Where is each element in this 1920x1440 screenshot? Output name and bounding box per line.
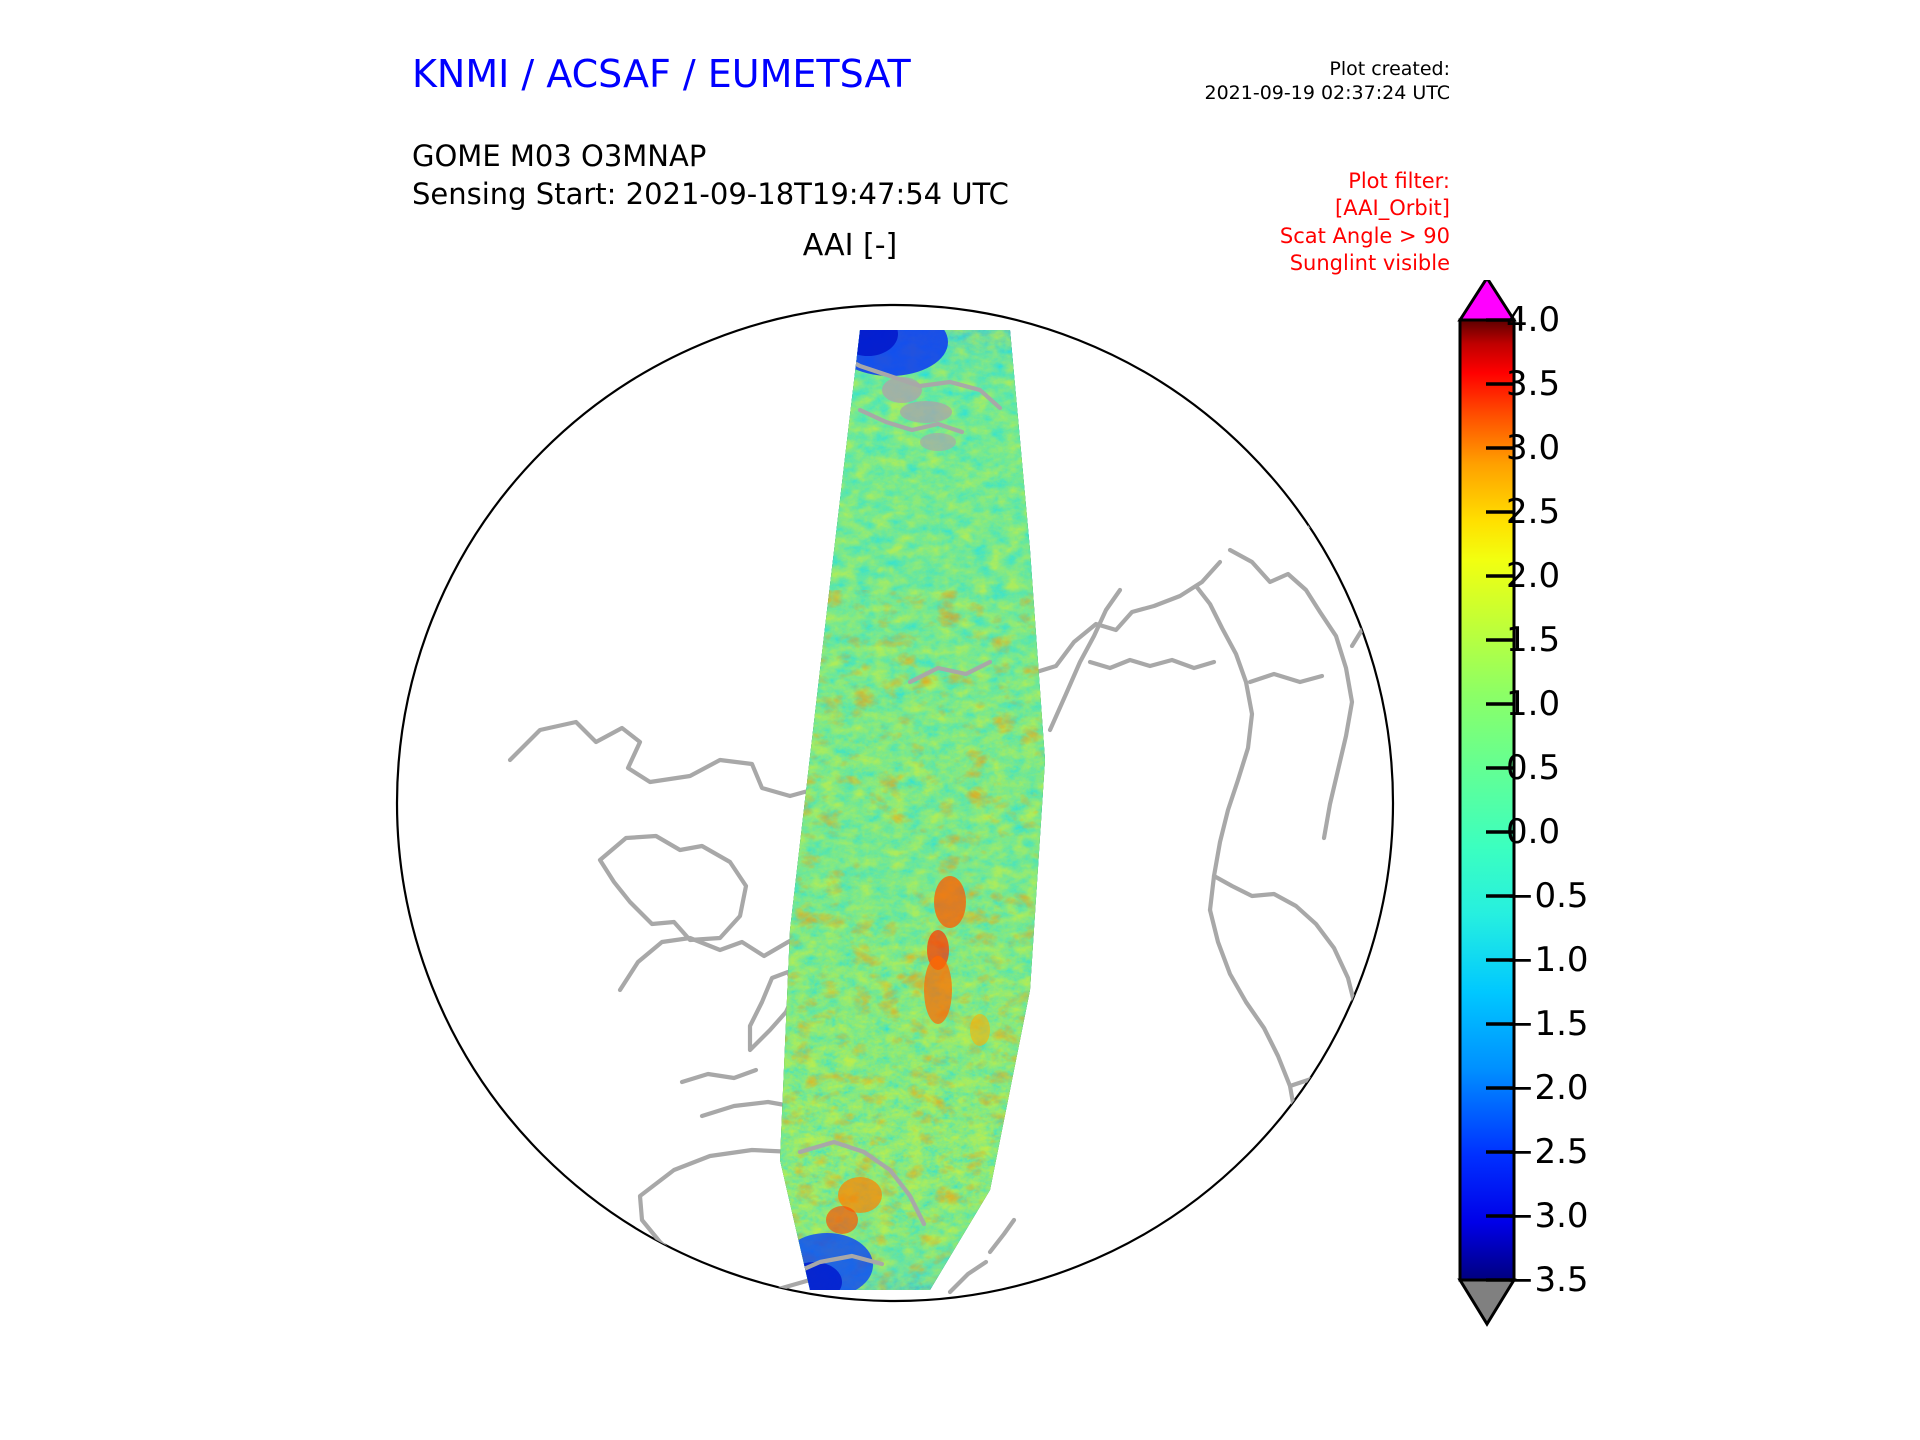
colorbar-tick-label: 2.5 bbox=[1506, 492, 1561, 532]
sensing-start-title: Sensing Start: 2021-09-18T19:47:54 UTC bbox=[412, 176, 1009, 211]
colorbar-tick-label: −2.5 bbox=[1506, 1132, 1589, 1172]
colorbar-tick-label: 3.5 bbox=[1506, 364, 1561, 404]
plot-created-block: Plot created: 2021-09-19 02:37:24 UTC bbox=[1160, 58, 1451, 106]
quantity-title: AAI [-] bbox=[802, 228, 898, 263]
plot-created-label: Plot created: bbox=[1329, 58, 1450, 80]
colorbar-tick-label: −2.0 bbox=[1506, 1068, 1589, 1108]
colorbar-tick-label: −1.5 bbox=[1506, 1004, 1589, 1044]
colorbar-graphic bbox=[1457, 280, 1517, 1327]
plot-filter-label: Plot filter: bbox=[1348, 169, 1450, 193]
colorbar: 4.0 3.5 3.0 2.5 2.0 1.5 1.0 0.5 0.0 −0.5 −1.0 −1.5 −… bbox=[1430, 280, 1830, 1340]
colorbar-tick-label: 3.0 bbox=[1506, 428, 1561, 468]
colorbar-ticks bbox=[1486, 318, 1514, 1282]
colorbar-tick-label: −0.5 bbox=[1506, 876, 1589, 916]
plot-created-timestamp: 2021-09-19 02:37:24 UTC bbox=[1204, 81, 1451, 104]
colorbar-tick-label: −3.5 bbox=[1506, 1260, 1589, 1300]
plot-filter-scat-angle: Scat Angle > 90 bbox=[1279, 223, 1450, 248]
figure-title-block: GOME M03 O3MNAP Sensing Start: 2021-09-1… bbox=[412, 138, 1009, 214]
colorbar-tick-label: 1.0 bbox=[1506, 684, 1561, 724]
plot-filter-sunglint: Sunglint visible bbox=[1289, 250, 1450, 275]
colorbar-tick-label: 1.5 bbox=[1506, 620, 1561, 660]
colorbar-tick-label: −1.0 bbox=[1506, 940, 1589, 980]
map-plot-area bbox=[390, 290, 1400, 1325]
colorbar-tick-label: 0.0 bbox=[1506, 812, 1561, 852]
colorbar-tick-label: 0.5 bbox=[1506, 748, 1561, 788]
instrument-title: GOME M03 O3MNAP bbox=[412, 139, 707, 173]
organisation-title: KNMI / ACSAF / EUMETSAT bbox=[412, 52, 911, 96]
plot-filter-block: Plot filter: [AAI_Orbit] Scat Angle > 90… bbox=[1130, 168, 1450, 277]
colorbar-tick-label: 4.0 bbox=[1506, 300, 1561, 340]
plot-filter-product: [AAI_Orbit] bbox=[1335, 196, 1450, 221]
colorbar-tick-label: 2.0 bbox=[1506, 556, 1561, 596]
globe-map bbox=[395, 303, 1395, 1303]
colorbar-tick-label: −3.0 bbox=[1506, 1196, 1589, 1236]
